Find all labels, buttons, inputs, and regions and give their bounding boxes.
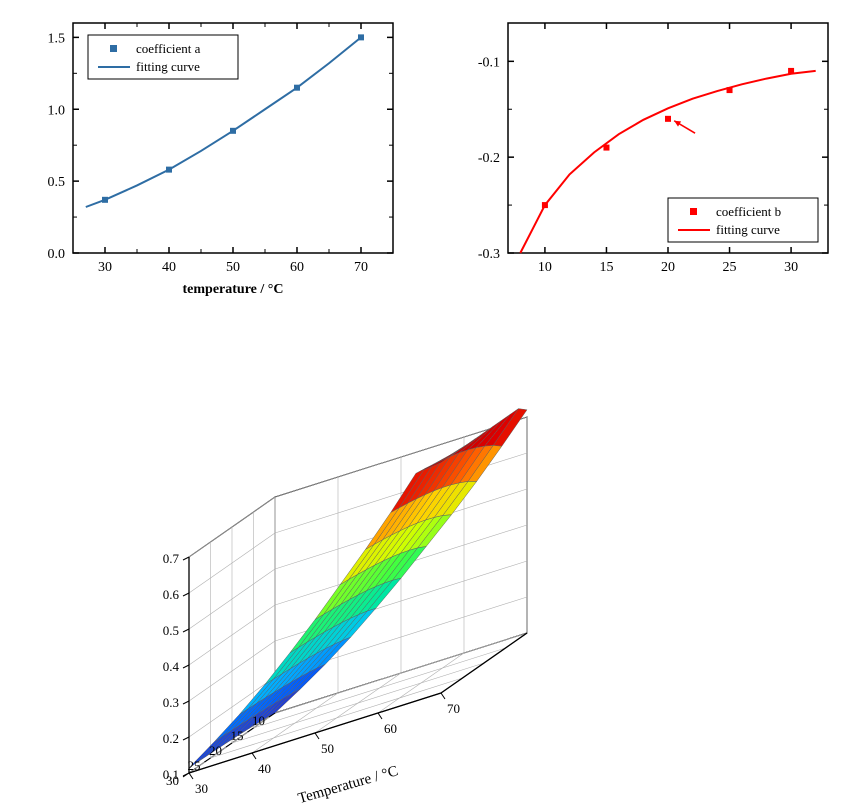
svg-text:15: 15 — [599, 260, 613, 275]
surface-plot: 0.10.20.30.40.50.60.71015202530304050607… — [115, 333, 735, 808]
svg-text:0.6: 0.6 — [163, 587, 180, 602]
svg-text:30: 30 — [195, 781, 208, 796]
svg-text:30: 30 — [166, 773, 179, 788]
svg-text:20: 20 — [661, 260, 675, 275]
svg-text:1.5: 1.5 — [48, 31, 66, 46]
svg-text:-0.1: -0.1 — [478, 55, 500, 70]
svg-text:coefficient b: coefficient b — [716, 204, 781, 219]
svg-text:10: 10 — [538, 260, 552, 275]
svg-text:fitting curve: fitting curve — [716, 222, 780, 237]
svg-text:30: 30 — [784, 260, 798, 275]
svg-text:25: 25 — [188, 758, 201, 773]
svg-text:0.0: 0.0 — [48, 247, 66, 262]
svg-text:Temperature / °C: Temperature / °C — [296, 763, 400, 803]
svg-text:temperature / °C: temperature / °C — [183, 282, 284, 297]
chart-coefficient-a: 0.0 0.5 1.0 1.5 30 40 50 60 70 temperature / °C co… — [18, 8, 418, 313]
svg-text:10: 10 — [252, 713, 265, 728]
svg-text:20: 20 — [209, 743, 222, 758]
svg-text:1.0: 1.0 — [48, 103, 66, 118]
svg-text:0.3: 0.3 — [163, 695, 179, 710]
svg-text:40: 40 — [162, 260, 176, 275]
svg-text:0.5: 0.5 — [48, 175, 66, 190]
svg-text:50: 50 — [226, 260, 240, 275]
svg-text:0.4: 0.4 — [163, 659, 180, 674]
svg-text:50: 50 — [321, 741, 334, 756]
svg-text:70: 70 — [354, 260, 368, 275]
svg-text:-0.3: -0.3 — [478, 247, 500, 262]
svg-text:30: 30 — [98, 260, 112, 275]
svg-text:0.2: 0.2 — [163, 731, 179, 746]
chart-coefficient-b: -0.3 -0.2 -0.1 10 15 20 25 30 coefficient b fitti… — [448, 8, 848, 313]
svg-text:-0.2: -0.2 — [478, 151, 500, 166]
svg-text:fitting curve: fitting curve — [136, 59, 200, 74]
svg-text:60: 60 — [290, 260, 304, 275]
svg-text:70: 70 — [447, 701, 460, 716]
svg-text:40: 40 — [258, 761, 271, 776]
svg-text:25: 25 — [723, 260, 737, 275]
svg-text:0.7: 0.7 — [163, 551, 180, 566]
svg-text:15: 15 — [231, 728, 244, 743]
svg-text:0.5: 0.5 — [163, 623, 179, 638]
svg-text:coefficient a: coefficient a — [136, 41, 201, 56]
svg-text:60: 60 — [384, 721, 397, 736]
